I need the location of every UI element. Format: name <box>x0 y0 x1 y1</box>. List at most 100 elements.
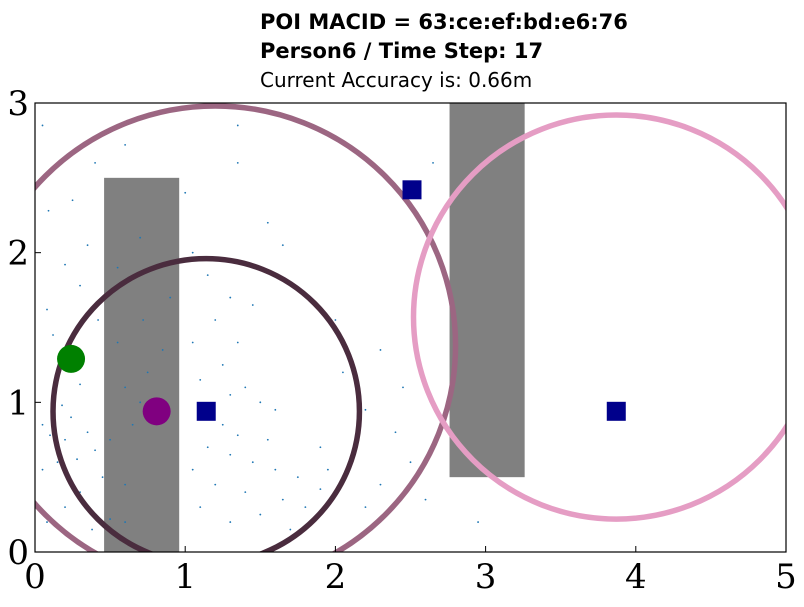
particle-point <box>206 274 209 277</box>
range-circle <box>35 103 459 552</box>
true-position-marker <box>57 344 86 373</box>
particle-point <box>61 404 63 407</box>
particle-point <box>116 341 119 344</box>
y-tick-label: 1 <box>7 383 29 423</box>
particle-point <box>251 461 254 464</box>
particle-point <box>364 408 367 411</box>
x-tick-label: 0 <box>24 557 46 597</box>
range-circle <box>410 112 786 522</box>
particle-point <box>109 438 111 441</box>
particle-point <box>91 528 93 531</box>
particle-point <box>304 506 307 508</box>
particle-point <box>342 371 344 374</box>
particle-point <box>41 423 44 426</box>
particle-point <box>94 449 96 452</box>
estimated-position-marker <box>142 397 171 426</box>
particle-point <box>49 434 51 437</box>
particle-point <box>221 364 224 366</box>
particle-point <box>281 498 284 501</box>
particle-point <box>251 304 254 306</box>
x-tick-label: 2 <box>325 557 347 597</box>
particle-point <box>281 244 284 247</box>
particle-point <box>289 528 292 531</box>
particle-point <box>236 341 239 344</box>
particle-point <box>139 236 142 239</box>
particle-point <box>432 161 434 164</box>
particle-point <box>71 199 74 202</box>
x-tick-label: 4 <box>625 557 647 597</box>
particle-point <box>236 161 239 164</box>
particle-point <box>41 124 44 127</box>
title-macid: POI MACID = 63:ce:ef:bd:e6:76 <box>260 10 628 34</box>
particle-point <box>214 319 217 321</box>
y-tick-label: 0 <box>7 533 29 573</box>
particle-point <box>364 506 367 508</box>
particle-point <box>97 319 99 321</box>
particle-point <box>236 124 239 127</box>
particle-point <box>116 266 119 269</box>
particle-point <box>319 488 322 491</box>
particle-point <box>184 191 187 194</box>
range-circles-layer <box>35 103 786 552</box>
particle-point <box>229 296 232 299</box>
particle-point <box>191 341 194 344</box>
particle-point <box>161 349 164 351</box>
title-accuracy: Current Accuracy is: 0.66m <box>260 68 533 92</box>
particles-layer <box>41 124 479 531</box>
particle-point <box>47 209 50 212</box>
particle-point <box>52 334 54 336</box>
particle-point <box>236 434 239 437</box>
particle-point <box>214 483 217 486</box>
particle-point <box>319 446 322 449</box>
particle-point <box>124 521 127 523</box>
particle-point <box>131 423 134 426</box>
obstacles-layer <box>104 103 525 552</box>
anchor-marker <box>402 180 422 200</box>
particle-point <box>244 491 247 494</box>
particle-point <box>142 319 145 321</box>
particle-point <box>296 476 299 479</box>
particle-point <box>424 498 427 501</box>
particle-point <box>244 386 247 389</box>
title-person-timestep: Person6 / Time Step: 17 <box>260 39 544 63</box>
particle-point <box>199 506 202 508</box>
particle-point <box>191 468 194 471</box>
particle-point <box>266 221 269 224</box>
x-tick-label: 5 <box>775 557 797 597</box>
particle-point <box>206 446 209 449</box>
particle-point <box>56 461 59 464</box>
particle-point <box>64 438 66 441</box>
x-tick-label: 1 <box>174 557 196 597</box>
particle-point <box>394 431 397 434</box>
particle-point <box>41 468 44 471</box>
particle-point <box>46 308 48 311</box>
particle-point <box>86 244 89 247</box>
particle-point <box>221 423 224 426</box>
particle-point <box>326 468 329 471</box>
particle-point <box>101 476 104 479</box>
particle-point <box>46 521 48 523</box>
particle-point <box>79 284 81 287</box>
particle-point <box>402 386 404 389</box>
y-tick-label: 3 <box>7 84 29 124</box>
particle-point <box>79 383 81 386</box>
particle-point <box>191 251 194 254</box>
particle-point <box>229 393 232 396</box>
particle-point <box>146 371 149 374</box>
particle-point <box>274 468 277 471</box>
particle-point <box>124 386 127 389</box>
particle-point <box>229 521 232 523</box>
anchor-marker <box>196 401 216 421</box>
particle-point <box>76 458 78 461</box>
chart-title: POI MACID = 63:ce:ef:bd:e6:76 Person6 / … <box>260 8 628 94</box>
axis-ticks: 0 1 2 3 4 5 0 1 2 3 <box>7 84 796 597</box>
markers-layer <box>57 180 626 426</box>
particle-point <box>70 416 72 419</box>
particle-point <box>259 513 262 516</box>
particle-point <box>334 319 337 321</box>
particle-point <box>266 438 269 441</box>
particle-point <box>274 408 277 411</box>
particle-point <box>94 161 96 164</box>
y-tick-label: 2 <box>7 234 29 274</box>
